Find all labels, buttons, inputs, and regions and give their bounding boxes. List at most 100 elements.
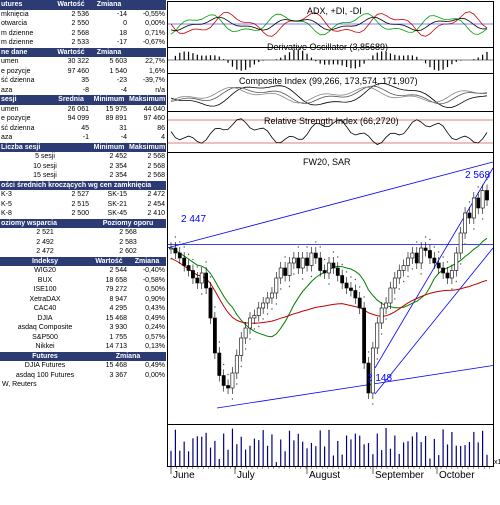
candle-body <box>309 252 314 266</box>
sar-dot <box>244 348 247 350</box>
wig20-futures-row: m dzienne 2 568 18 0,71% <box>0 29 166 39</box>
high-annotation: 2 568 <box>465 170 490 181</box>
wig20-futures-row: otwarcia 2 550 0 0,00% <box>0 19 166 29</box>
index-row-cell: 4 295 <box>109 305 127 312</box>
month-label: August <box>309 470 340 481</box>
lower-channel-line <box>216 365 494 409</box>
index-row-cell: 1 755 <box>109 333 127 341</box>
sar-dot <box>187 253 190 256</box>
candle-body <box>485 190 489 201</box>
session-stats-header-cell: Maksimum <box>128 95 166 105</box>
candle-body <box>401 265 406 271</box>
candle-body <box>300 257 305 269</box>
candle-body <box>186 265 191 271</box>
sar-dot <box>271 308 273 310</box>
left-level-annotation: 2 447 <box>181 214 206 225</box>
sar-dot <box>459 263 462 265</box>
candle-body <box>436 262 441 269</box>
moving-avg-row-cell: SK-21 <box>107 200 127 208</box>
index-row-cell: -0,58% <box>142 276 165 284</box>
sar-dot <box>231 398 234 400</box>
futures-row-cell: 3 367 <box>109 371 127 379</box>
composite-ma-fast <box>170 85 488 105</box>
wig20-futures-row-cell: mknięcia <box>1 10 29 18</box>
candle-body <box>234 355 239 374</box>
candle-body <box>265 297 270 304</box>
candle-body <box>449 270 454 279</box>
candle-body <box>384 302 388 309</box>
compare-data-row-cell: ść dzienna <box>1 77 35 84</box>
session-stats-row: umen 26 061 15 975 44 040 <box>0 105 166 115</box>
month-label: July <box>237 470 255 481</box>
session-stats-row-cell: 94 099 <box>67 115 89 122</box>
index-row-cell: 0,49% <box>145 314 165 322</box>
sar-dot <box>201 293 203 295</box>
support-resistance-row-cell: 2 472 <box>36 248 54 255</box>
moving-avg-row-cell: 2 472 <box>147 191 165 198</box>
candle-body <box>270 292 274 299</box>
futures-header-cell: Zmiana <box>90 351 166 361</box>
sar-dot <box>332 251 335 253</box>
compare-data-row-cell: 5 603 <box>109 58 127 65</box>
composite-ma-slow <box>170 86 488 104</box>
moving-avg-row-cell: 2 454 <box>147 200 165 208</box>
sar-dot <box>209 276 212 278</box>
session-stats-row-cell: -4 <box>120 134 127 141</box>
candle-body <box>480 190 485 209</box>
candle-body <box>454 252 459 271</box>
month-label: October <box>439 470 475 481</box>
compare-data-header: ne dane Wartość Zmiana <box>0 47 166 57</box>
candle-body <box>366 362 371 394</box>
moving-avg-row-cell: 2 500 <box>71 210 89 217</box>
sar-dot <box>249 338 251 340</box>
sessions-count-row-cell: 2 354 <box>109 172 127 179</box>
sar-dot <box>227 373 229 376</box>
moving-avg-row: K-5 2 515 SK-21 2 454 <box>0 200 166 210</box>
candle-body <box>410 252 415 259</box>
wig20-futures-row-cell: otwarcia <box>1 20 28 27</box>
candle-body <box>414 252 419 264</box>
candle-body <box>331 262 336 269</box>
candle-body <box>195 277 200 284</box>
sar-dot <box>205 261 207 263</box>
sar-dot <box>253 328 256 330</box>
futures-row: DJIA Futures 15 468 0,49% <box>0 361 166 371</box>
index-row-cell: 0,43% <box>145 305 165 312</box>
moving-avg-header: ości średnich kroczących wg cen zamknięc… <box>0 180 166 190</box>
moving-avg-row-cell: 2 527 <box>71 191 89 198</box>
sar-dot <box>464 243 466 245</box>
moving-avg-header-cell: ości średnich kroczących wg cen zamknięc… <box>0 180 166 190</box>
compare-data-row-cell: n/a <box>155 86 165 94</box>
sessions-count-header-cell: Maksimum <box>128 142 166 152</box>
futures-row-cell: DJIA Futures <box>24 362 66 369</box>
compare-data-row-cell: -39,7% <box>142 77 165 84</box>
index-row-cell: 0,57% <box>145 333 165 341</box>
technical-chart: ADX, +DI, -DI Derivative Oscillator (3,85… <box>166 1 500 481</box>
support-resistance-row-cell: 2 568 <box>119 229 137 236</box>
panel-main <box>167 152 494 425</box>
candle-body <box>313 252 318 259</box>
panel-rsi <box>167 111 494 153</box>
sar-dot <box>363 296 365 298</box>
adx-minus-di-line <box>170 11 488 37</box>
sar-dot <box>196 266 199 268</box>
session-stats-row-cell: 44 040 <box>143 105 165 113</box>
compare-data-row-cell: umen <box>1 58 19 65</box>
candle-body <box>173 247 178 254</box>
wig20-futures-row-cell: 18 <box>119 29 127 37</box>
ma-long-line <box>170 257 488 324</box>
sar-dot <box>258 325 260 328</box>
index-row: WIG20 2 544 -0,40% <box>0 266 166 276</box>
candle-body <box>375 322 380 349</box>
candle-body <box>291 257 296 264</box>
month-label: September <box>375 470 425 481</box>
futures-row-cell: 0,49% <box>145 362 165 369</box>
futures-row-cell: asdaq 100 Futures <box>15 371 75 379</box>
wig20-futures-row-cell: m dzienne <box>1 39 34 46</box>
adx-label: ADX, +DI, -DI <box>307 6 362 16</box>
candle-body <box>432 257 437 264</box>
sar-dot <box>266 313 269 315</box>
candle-body <box>419 247 424 264</box>
sar-dot <box>438 251 440 253</box>
session-stats-row-cell: 97 460 <box>143 115 165 122</box>
